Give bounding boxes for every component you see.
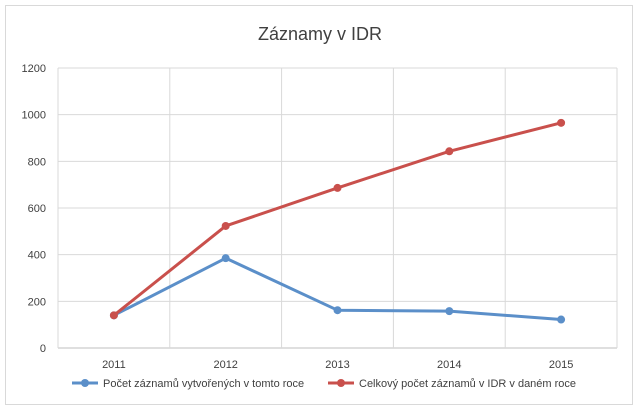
x-tick-label: 2013 (325, 359, 349, 371)
legend: Počet záznamů vytvořených v tomto roce Ce… (72, 378, 576, 390)
data-point (557, 118, 566, 127)
data-point (445, 307, 454, 316)
grid-lines (57, 67, 618, 349)
data-point (557, 315, 566, 324)
y-tick-label: 0 (40, 343, 46, 355)
x-tick-label: 2011 (102, 359, 126, 371)
chart-frame (5, 5, 633, 405)
series-lines (109, 118, 566, 324)
y-tick-label: 400 (28, 250, 46, 262)
legend-label: Celkový počet záznamů v IDR v daném roce (359, 378, 576, 390)
legend-swatch-marker (337, 379, 345, 387)
legend-label: Počet záznamů vytvořených v tomto roce (103, 378, 304, 390)
data-point (333, 306, 342, 315)
x-tick-label: 2015 (549, 359, 573, 371)
legend-swatch-marker (81, 379, 89, 387)
data-point (221, 221, 230, 230)
data-point (109, 311, 118, 320)
y-tick-label: 800 (28, 156, 46, 168)
chart-title: Záznamy v IDR (258, 24, 382, 44)
data-point (221, 254, 230, 263)
x-axis-ticks: 2011 2012 2013 2014 2015 (102, 359, 573, 371)
y-tick-label: 600 (28, 203, 46, 215)
x-tick-label: 2012 (213, 359, 237, 371)
data-point (333, 183, 342, 192)
series-line-2 (112, 121, 563, 317)
y-tick-label: 1200 (22, 63, 46, 75)
x-tick-label: 2014 (437, 359, 461, 371)
y-axis-ticks: 0 200 400 600 800 1000 1200 (22, 63, 46, 355)
y-tick-label: 200 (28, 296, 46, 308)
data-point (445, 147, 454, 156)
y-tick-label: 1000 (22, 110, 46, 122)
